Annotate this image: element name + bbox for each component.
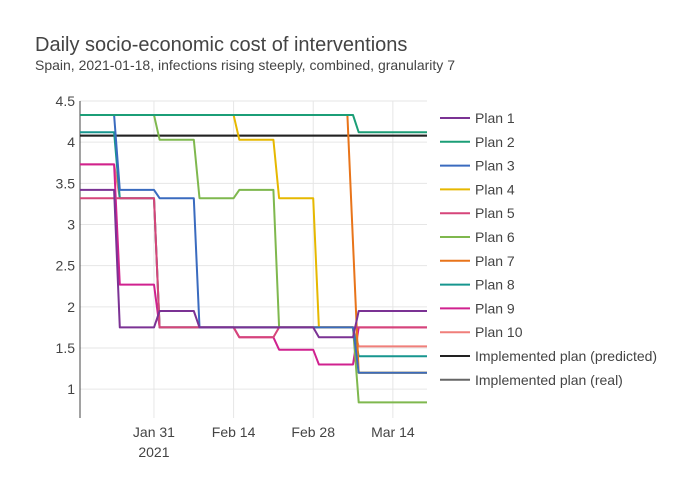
series-lines — [80, 114, 427, 404]
y-tick-label: 1 — [67, 381, 75, 397]
x-tick-label: Feb 14 — [212, 424, 256, 440]
chart-subtitle: Spain, 2021-01-18, infections rising ste… — [35, 57, 455, 73]
legend-label: Plan 8 — [475, 277, 515, 293]
legend-label: Plan 9 — [475, 300, 515, 316]
legend-item[interactable]: Plan 6 — [440, 229, 515, 245]
series-line-4 — [80, 114, 427, 374]
legend-label: Implemented plan (real) — [475, 372, 623, 388]
axis-ticks: 1 1.5 2 2.5 3 3.5 4 4.5 Jan 31 2021 Feb 14 Feb 28 Ma… — [56, 93, 415, 460]
legend-item[interactable]: Plan 2 — [440, 134, 515, 150]
legend-item[interactable]: Plan 5 — [440, 205, 515, 221]
legend-label: Plan 3 — [475, 158, 515, 174]
x-tick-label: Jan 31 — [133, 424, 175, 440]
x-tick-label: Feb 28 — [291, 424, 335, 440]
legend-label: Plan 10 — [475, 324, 523, 340]
x-tick-label: Mar 14 — [371, 424, 415, 440]
y-tick-label: 3 — [67, 217, 75, 233]
legend-item[interactable]: Plan 1 — [440, 110, 515, 126]
legend-label: Plan 1 — [475, 110, 515, 126]
legend[interactable]: Plan 1 Plan 2 Plan 3 Plan 4 Plan 5 Plan 6 Plan… — [440, 110, 657, 388]
legend-item[interactable]: Implemented plan (real) — [440, 372, 623, 388]
series-line-3 — [80, 114, 427, 374]
legend-item[interactable]: Plan 7 — [440, 253, 515, 269]
x-tick-year-label: 2021 — [138, 444, 169, 460]
y-tick-label: 4.5 — [56, 93, 76, 109]
series-line-1 — [80, 188, 427, 339]
y-tick-label: 4 — [67, 134, 75, 150]
legend-label: Plan 6 — [475, 229, 515, 245]
series-line-6 — [80, 114, 427, 404]
legend-item[interactable]: Plan 3 — [440, 158, 515, 174]
legend-label: Plan 5 — [475, 205, 515, 221]
legend-label: Plan 4 — [475, 181, 515, 197]
series-line-8 — [80, 131, 427, 358]
y-tick-label: 1.5 — [56, 340, 76, 356]
chart-title: Daily socio-economic cost of interventio… — [35, 34, 407, 56]
grid — [79, 100, 427, 418]
legend-item[interactable]: Plan 8 — [440, 277, 515, 293]
legend-label: Plan 7 — [475, 253, 515, 269]
series-line-10 — [80, 163, 427, 348]
series-line-2 — [80, 114, 427, 134]
legend-item[interactable]: Implemented plan (predicted) — [440, 348, 657, 364]
series-line-9 — [80, 163, 427, 366]
legend-item[interactable]: Plan 10 — [440, 324, 523, 340]
y-tick-label: 2.5 — [56, 258, 76, 274]
legend-item[interactable]: Plan 4 — [440, 181, 515, 197]
legend-label: Implemented plan (predicted) — [475, 348, 657, 364]
legend-label: Plan 2 — [475, 134, 515, 150]
series-line-5 — [80, 197, 427, 339]
y-tick-label: 2 — [67, 299, 75, 315]
series-line-7 — [80, 114, 427, 374]
y-tick-label: 3.5 — [56, 175, 76, 191]
legend-item[interactable]: Plan 9 — [440, 300, 515, 316]
